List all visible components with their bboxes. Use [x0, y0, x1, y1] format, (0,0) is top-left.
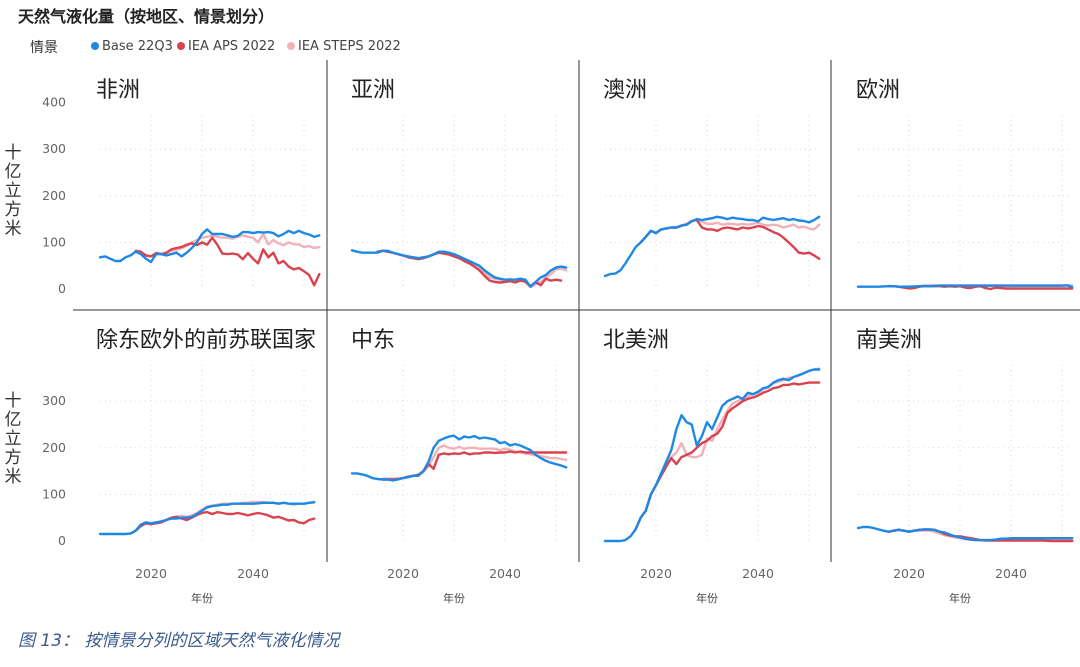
x-label-5: 年份	[443, 591, 465, 605]
chart-title: 天然气液化量（按地区、情景划分）	[18, 7, 274, 26]
series-line-4-base-22q3	[98, 501, 316, 536]
legend-item-0: Base 22Q3	[102, 39, 173, 54]
series-line-3-iea-aps-2022	[887, 285, 1074, 291]
x-tick-7-2020: 2020	[893, 566, 925, 581]
x-tick-5-2020: 2020	[387, 566, 419, 581]
y-tick-4-100: 100	[42, 486, 66, 501]
panel-title-6: 北美洲	[603, 328, 669, 353]
series-line-6-base-22q3	[603, 368, 821, 543]
y-label-char-4-3: 方	[5, 448, 22, 468]
legend-item-2: IEA STEPS 2022	[298, 39, 401, 54]
series-line-5-base-22q3	[350, 434, 568, 482]
panel-3: 欧洲	[856, 78, 1074, 291]
legend-item-1: IEA APS 2022	[188, 39, 275, 54]
y-tick-0-200: 200	[42, 188, 66, 203]
y-tick-4-0: 0	[58, 533, 66, 548]
series-line-7-base-22q3	[856, 525, 1074, 542]
x-tick-5-2040: 2040	[489, 566, 521, 581]
figure-caption: 图 13： 按情景分列的区域天然气液化情况	[18, 631, 341, 651]
panel-title-4: 除东欧外的前苏联国家	[96, 328, 316, 353]
y-label-char-0-2: 立	[5, 181, 22, 201]
x-label-4: 年份	[191, 591, 213, 605]
y-label-char-0-4: 米	[5, 219, 22, 239]
y-label-char-4-4: 米	[5, 467, 22, 487]
panel-title-1: 亚洲	[351, 78, 395, 103]
legend: Base 22Q3 IEA APS 2022 IEA STEPS 2022	[91, 39, 401, 54]
y-label-char-0-0: 十	[5, 143, 22, 163]
panel-title-3: 欧洲	[856, 78, 900, 103]
x-tick-7-2040: 2040	[995, 566, 1027, 581]
x-tick-4-2040: 2040	[237, 566, 269, 581]
series-line-1-base-22q3	[350, 249, 568, 288]
x-label-6: 年份	[696, 591, 718, 605]
series-line-3-base-22q3	[856, 284, 1074, 289]
panel-5: 中东 2020 2040 年份	[350, 328, 568, 605]
legend-marker-0	[91, 42, 99, 50]
series-line-0-base-22q3	[98, 228, 321, 264]
y-label-char-4-0: 十	[5, 391, 22, 411]
legend-label: 情景	[30, 40, 58, 56]
panel-title-2: 澳洲	[603, 78, 647, 103]
series-line-0-iea-aps-2022	[134, 236, 321, 287]
y-label-char-4-1: 亿	[5, 410, 22, 430]
y-tick-0-100: 100	[42, 234, 66, 249]
panel-6: 北美洲 2020 2040 年份	[603, 328, 821, 605]
panel-dividers	[73, 60, 1080, 562]
y-label-char-0-3: 方	[5, 200, 22, 220]
y-label-char-4-2: 立	[5, 429, 22, 449]
panel-1: 亚洲	[350, 78, 568, 289]
y-tick-0-300: 300	[42, 141, 66, 156]
y-tick-4-200: 200	[42, 440, 66, 455]
legend-marker-2	[287, 42, 295, 50]
x-tick-4-2020: 2020	[135, 566, 167, 581]
panel-title-7: 南美洲	[856, 328, 922, 353]
y-label-char-0-1: 亿	[5, 162, 22, 182]
panel-title-5: 中东	[351, 328, 395, 353]
panel-7: 南美洲 2020 2040 年份	[856, 328, 1074, 605]
x-tick-6-2020: 2020	[640, 566, 672, 581]
x-tick-6-2040: 2040	[742, 566, 774, 581]
series-line-2-base-22q3	[603, 215, 821, 278]
legend-marker-1	[177, 42, 185, 50]
y-tick-0-0: 0	[58, 281, 66, 296]
panel-2: 澳洲	[603, 78, 821, 289]
y-tick-4-300: 300	[42, 393, 66, 408]
x-label-7: 年份	[949, 591, 971, 605]
series-line-6-iea-aps-2022	[634, 381, 821, 531]
panel-title-0: 非洲	[96, 78, 140, 103]
y-tick-0-400: 400	[42, 95, 66, 110]
